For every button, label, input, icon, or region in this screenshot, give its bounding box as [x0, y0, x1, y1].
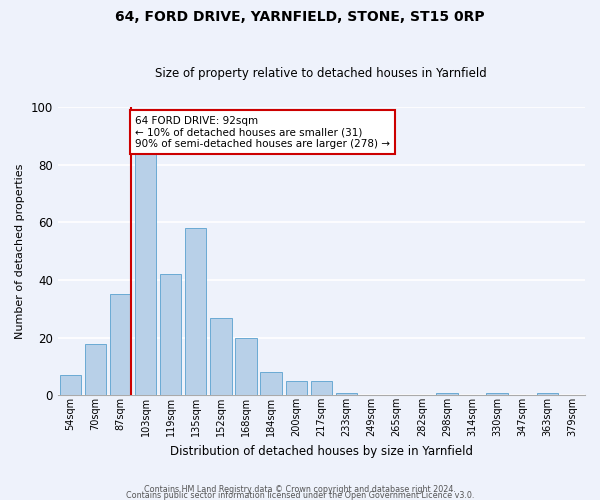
Bar	[185, 228, 206, 396]
Bar	[336, 392, 357, 396]
Bar	[59, 375, 81, 396]
Bar	[210, 318, 232, 396]
Bar	[286, 381, 307, 396]
Text: 64, FORD DRIVE, YARNFIELD, STONE, ST15 0RP: 64, FORD DRIVE, YARNFIELD, STONE, ST15 0…	[115, 10, 485, 24]
Bar	[160, 274, 181, 396]
Bar	[110, 294, 131, 396]
Bar	[85, 344, 106, 396]
Bar	[260, 372, 282, 396]
Bar	[487, 392, 508, 396]
Bar	[135, 153, 156, 396]
Text: Contains HM Land Registry data © Crown copyright and database right 2024.: Contains HM Land Registry data © Crown c…	[144, 485, 456, 494]
X-axis label: Distribution of detached houses by size in Yarnfield: Distribution of detached houses by size …	[170, 444, 473, 458]
Bar	[235, 338, 257, 396]
Title: Size of property relative to detached houses in Yarnfield: Size of property relative to detached ho…	[155, 66, 487, 80]
Bar	[436, 392, 458, 396]
Text: Contains public sector information licensed under the Open Government Licence v3: Contains public sector information licen…	[126, 491, 474, 500]
Text: 64 FORD DRIVE: 92sqm
← 10% of detached houses are smaller (31)
90% of semi-detac: 64 FORD DRIVE: 92sqm ← 10% of detached h…	[135, 116, 390, 149]
Bar	[536, 392, 558, 396]
Bar	[311, 381, 332, 396]
Y-axis label: Number of detached properties: Number of detached properties	[15, 164, 25, 339]
